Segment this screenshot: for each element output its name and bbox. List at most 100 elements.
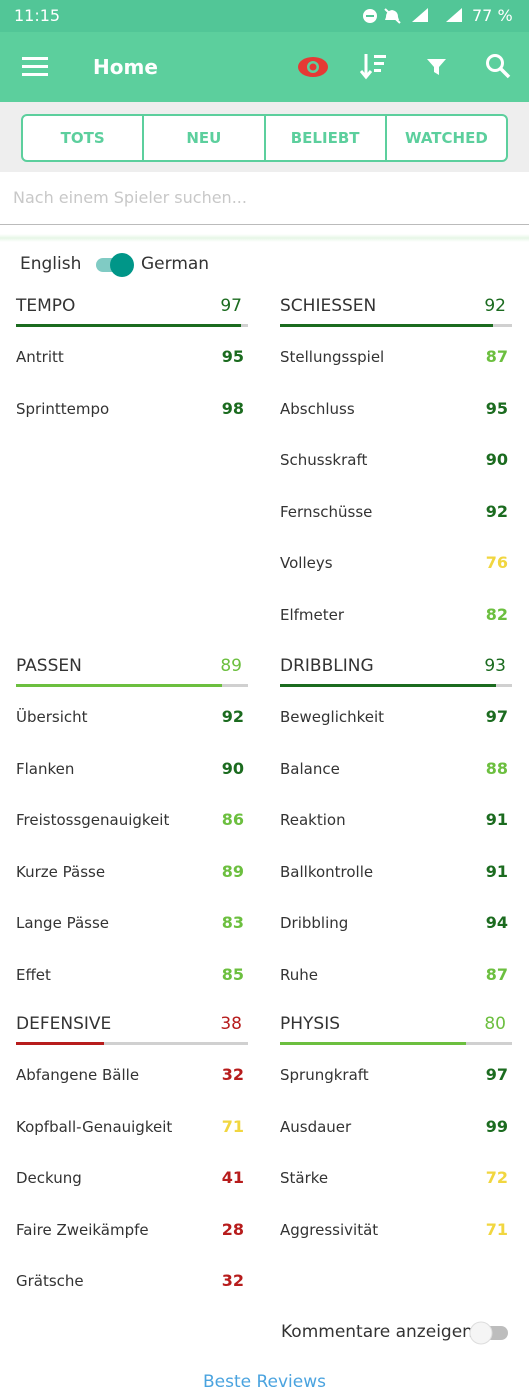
stat-label: Übersicht	[16, 708, 88, 726]
filter-button[interactable]	[425, 56, 449, 78]
stat-value: 82	[485, 604, 508, 624]
toggle-label-right: German	[141, 254, 210, 274]
stat-label: Sprungkraft	[280, 1066, 369, 1084]
comments-switch[interactable]	[466, 1318, 512, 1348]
toggle-label-left: English	[20, 254, 82, 274]
section-title: DEFENSIVE	[16, 1014, 112, 1034]
search-field[interactable]: Nach einem Spieler suchen...	[0, 172, 529, 225]
watch-button[interactable]	[296, 54, 330, 80]
stat-label: Reaktion	[280, 811, 346, 829]
section-value: 92	[484, 296, 506, 316]
stat-label: Faire Zweikämpfe	[16, 1220, 149, 1239]
comments-label: Kommentare anzeigen	[281, 1322, 473, 1342]
status-icons	[363, 8, 462, 24]
stat-value: 32	[221, 1065, 244, 1084]
stat-label: Effet	[16, 965, 51, 984]
stat-label: Freistossgenauigkeit	[16, 811, 170, 829]
progress-bar	[16, 684, 223, 687]
progress-bar	[280, 1042, 466, 1045]
stat-value: 91	[485, 861, 508, 881]
tab[interactable]: WATCHED	[404, 129, 488, 147]
stat-value: 41	[221, 1168, 244, 1187]
stat-value: 98	[221, 398, 244, 418]
stat-value: 28	[221, 1219, 244, 1239]
app-title: Home	[93, 55, 158, 79]
stat-value: 88	[485, 758, 508, 778]
search-placeholder: Nach einem Spieler suchen...	[13, 188, 247, 207]
stat-value: 83	[221, 913, 244, 932]
stat-label: Beweglichkeit	[280, 708, 385, 726]
section-title: TEMPO	[16, 296, 76, 316]
stat-value: 92	[221, 707, 244, 726]
menu-button[interactable]	[22, 56, 50, 78]
stat-label: Aggressivität	[280, 1220, 379, 1239]
section-title: PHYSIS	[280, 1014, 341, 1034]
stat-value: 72	[485, 1168, 508, 1187]
section-value: 89	[220, 656, 242, 676]
search-button[interactable]	[484, 52, 512, 80]
stat-value: 97	[485, 707, 508, 726]
tab[interactable]: NEU	[144, 116, 266, 160]
sort-button[interactable]	[360, 52, 388, 80]
battery: 77 %	[472, 6, 513, 25]
section-value: 97	[220, 296, 242, 316]
stat-label: Dribbling	[280, 914, 349, 932]
stat-label: Deckung	[16, 1169, 82, 1187]
status-time: 11:15	[14, 6, 61, 25]
tab[interactable]: TOTS	[23, 116, 145, 160]
stat-label: Sprinttempo	[16, 399, 110, 418]
section-title: PASSEN	[16, 656, 82, 676]
stat-label: Kurze Pässe	[16, 862, 106, 881]
stat-value: 71	[485, 1219, 508, 1239]
language-switch[interactable]	[94, 250, 138, 280]
tab-bar: TOTS NEU BELIEBT WATCHED	[21, 114, 508, 162]
section-value: 93	[484, 656, 506, 676]
stat-value: 91	[485, 810, 508, 829]
stat-value: 87	[485, 964, 508, 984]
progress-bar	[16, 324, 242, 327]
stat-label: Kopfball-Genauigkeit	[16, 1117, 173, 1136]
stat-label: Elfmeter	[280, 605, 345, 624]
stat-value: 99	[485, 1116, 508, 1136]
section-title: SCHIESSEN	[280, 296, 377, 316]
progress-bar	[280, 684, 496, 687]
stat-value: 90	[221, 758, 244, 778]
stat-label: Ausdauer	[280, 1117, 352, 1136]
stat-value: 90	[485, 450, 508, 469]
stat-value: 76	[485, 553, 508, 572]
section-title: DRIBBLING	[280, 656, 374, 676]
divider	[0, 234, 529, 242]
progress-track	[16, 1042, 248, 1045]
stat-value: 94	[485, 913, 508, 932]
status-bar: 11:15 77 %	[0, 0, 529, 32]
stat-value: 92	[485, 501, 508, 521]
stat-value: 95	[485, 398, 508, 418]
progress-bar	[280, 324, 494, 327]
app-bar: Home	[0, 32, 529, 102]
stat-value: 87	[485, 347, 508, 366]
stat-value: 89	[221, 861, 244, 881]
stat-value: 86	[221, 810, 244, 829]
section-value: 80	[484, 1014, 506, 1034]
stat-label: Flanken	[16, 759, 75, 778]
stat-value: 85	[221, 964, 244, 984]
stat-label: Stellungsspiel	[280, 348, 385, 366]
stat-label: Abschluss	[280, 399, 355, 418]
stat-label: Antritt	[16, 348, 64, 366]
stat-value: 32	[221, 1271, 244, 1290]
section-value: 38	[220, 1014, 242, 1034]
stat-label: Ruhe	[280, 965, 318, 984]
stat-label: Stärke	[280, 1169, 329, 1187]
stat-label: Ballkontrolle	[280, 862, 374, 881]
stat-label: Volleys	[280, 554, 333, 572]
stat-label: Balance	[280, 759, 340, 778]
progress-bar	[16, 1042, 105, 1045]
stat-label: Grätsche	[16, 1272, 84, 1290]
footer-link[interactable]: Beste Reviews	[202, 1372, 327, 1392]
stat-label: Lange Pässe	[16, 914, 109, 932]
tab[interactable]: BELIEBT	[266, 116, 387, 160]
stat-value: 71	[221, 1116, 244, 1136]
stat-value: 97	[485, 1065, 508, 1084]
stat-label: Fernschüsse	[280, 502, 373, 521]
